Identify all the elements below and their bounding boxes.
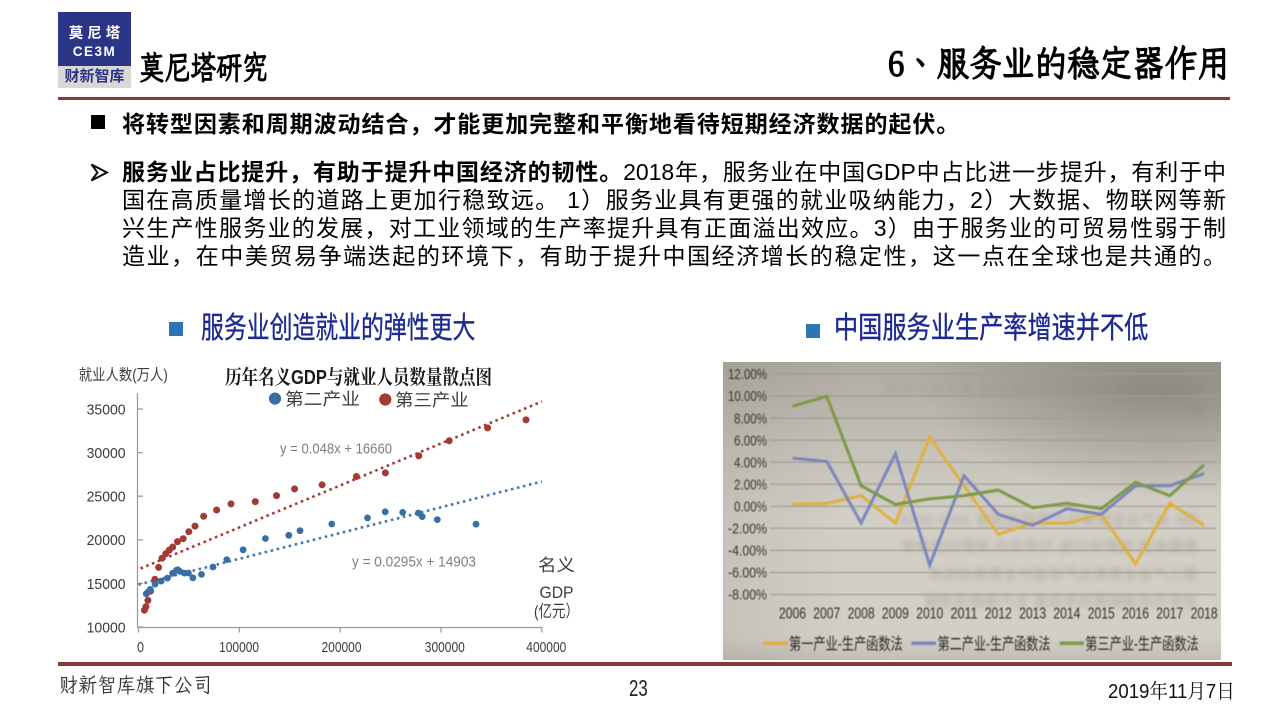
svg-text:第三产业: 第三产业 (395, 391, 469, 410)
svg-text:第一产业-生产函数法: 第一产业-生产函数法 (789, 634, 903, 653)
svg-text:2013: 2013 (1019, 606, 1046, 623)
svg-text:2006: 2006 (779, 606, 806, 623)
svg-text:-2.00%: -2.00% (728, 522, 767, 538)
svg-text:-8.00%: -8.00% (728, 588, 767, 604)
svg-text:20000: 20000 (87, 532, 126, 549)
svg-text:2008: 2008 (848, 606, 875, 623)
svg-text:400000: 400000 (526, 639, 566, 656)
svg-text:2011: 2011 (951, 606, 978, 623)
svg-text:10.00%: 10.00% (728, 389, 767, 405)
svg-text:0.00%: 0.00% (734, 500, 767, 516)
svg-text:第二产业-生产函数法: 第二产业-生产函数法 (938, 634, 1051, 653)
svg-text:第三产业-生产函数法: 第三产业-生产函数法 (1085, 634, 1198, 653)
svg-text:8.00%: 8.00% (734, 411, 767, 427)
svg-text:第二产业: 第二产业 (285, 390, 360, 409)
svg-text:2017: 2017 (1156, 606, 1183, 623)
svg-text:2009: 2009 (882, 606, 909, 623)
svg-text:2014: 2014 (1053, 606, 1080, 623)
svg-text:100000: 100000 (219, 639, 259, 656)
svg-text:2018: 2018 (1191, 606, 1218, 623)
svg-text:200000: 200000 (322, 639, 362, 656)
svg-text:就业人数(万人): 就业人数(万人) (79, 366, 168, 384)
svg-text:y = 0.048x + 16660: y = 0.048x + 16660 (280, 441, 392, 458)
svg-text:6.00%: 6.00% (734, 433, 767, 449)
svg-text:GDP: GDP (540, 583, 574, 602)
svg-text:300000: 300000 (425, 639, 465, 656)
svg-text:2.00%: 2.00% (734, 478, 767, 494)
svg-text:10000: 10000 (87, 619, 126, 636)
svg-text:-6.00%: -6.00% (728, 566, 767, 582)
svg-text:0: 0 (137, 639, 144, 656)
svg-text:30000: 30000 (87, 445, 126, 462)
svg-text:25000: 25000 (87, 489, 126, 506)
svg-text:2007: 2007 (813, 606, 840, 623)
svg-text:y = 0.0295x + 14903: y = 0.0295x + 14903 (352, 554, 476, 571)
svg-text:2016: 2016 (1122, 606, 1149, 623)
svg-text:12.00%: 12.00% (728, 367, 767, 383)
svg-text:2015: 2015 (1088, 606, 1115, 623)
svg-text:2010: 2010 (916, 606, 943, 623)
svg-text:(亿元）: (亿元） (534, 602, 579, 621)
svg-text:35000: 35000 (87, 401, 126, 418)
svg-text:4.00%: 4.00% (734, 455, 767, 471)
svg-text:名义: 名义 (538, 556, 575, 575)
svg-text:15000: 15000 (87, 576, 126, 593)
svg-text:-4.00%: -4.00% (728, 544, 767, 560)
svg-text:2012: 2012 (985, 606, 1012, 623)
svg-text:历年名义GDP与就业人员数量散点图: 历年名义GDP与就业人员数量散点图 (225, 365, 492, 389)
